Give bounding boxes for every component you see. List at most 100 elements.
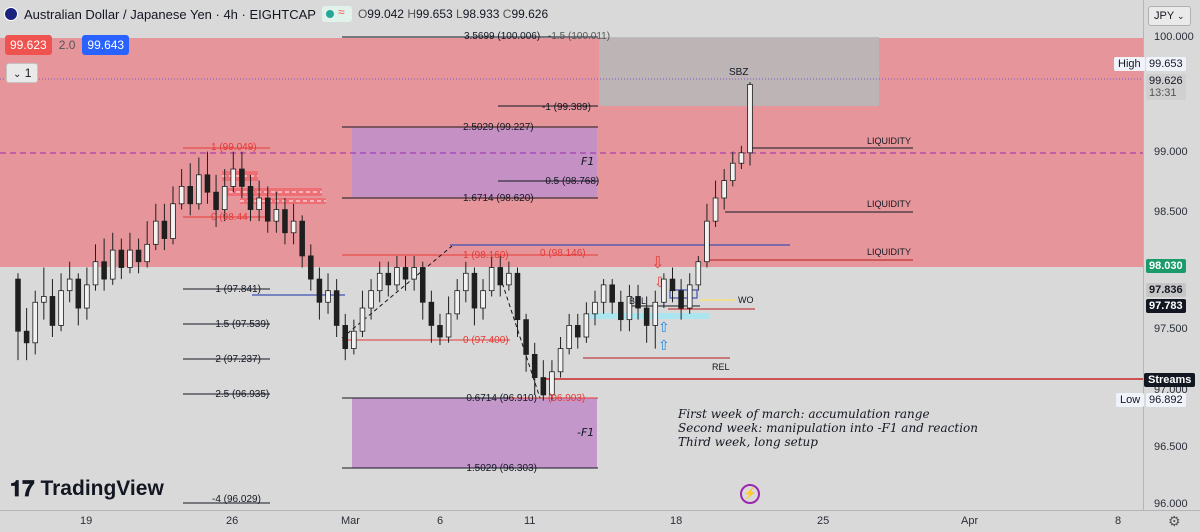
- lightning-icon[interactable]: ⚡: [740, 484, 760, 504]
- collapse-indicators-button[interactable]: ⌄ 1: [6, 63, 39, 83]
- candle-body: [273, 209, 280, 222]
- candle-body: [316, 278, 323, 303]
- fib-label-d: 2.5029 (99.227): [463, 122, 534, 133]
- y-tick: 98.500: [1154, 206, 1188, 218]
- chart-plot-area[interactable]: ⇩ ⇩ ⇧ ⇧ 3.5699 (100.006) -1.5 (100.011) …: [0, 0, 1143, 510]
- rel-label: REL: [712, 362, 730, 372]
- candle-body: [394, 267, 400, 286]
- brand-text: TradingView: [40, 477, 164, 500]
- fib-label-g: 1 (98.160): [463, 250, 509, 261]
- imbalance-box: [590, 313, 710, 319]
- high-price-tag: 99.653: [1146, 57, 1186, 71]
- sbz-label: SBZ: [729, 67, 748, 78]
- candle-body: [15, 278, 21, 332]
- liquidity-label-2: LIQUIDITY: [867, 199, 911, 209]
- candle-body: [359, 307, 366, 332]
- candle-body: [411, 267, 417, 280]
- candle-body: [583, 313, 590, 338]
- chevron-down-icon: ⌄: [1177, 11, 1185, 21]
- buy-button[interactable]: 99.643: [82, 35, 130, 55]
- note-line-3: Third week, long setup: [678, 435, 818, 449]
- candle-body: [463, 272, 469, 292]
- fib-label-l: -1.5 (97.539): [212, 319, 269, 330]
- x-tick: 18: [670, 515, 683, 527]
- note-line-2: Second week: manipulation into -F1 and r…: [678, 421, 978, 435]
- fib-label-m: -2 (97.237): [212, 354, 261, 365]
- chart-notes[interactable]: First week of march: accumulation range …: [678, 407, 978, 449]
- fib-label-j: 0 (98.44: [211, 212, 248, 223]
- neg-f1-label: -F1: [577, 426, 594, 439]
- candle-body: [247, 186, 254, 210]
- gray-level-tag: 97.836: [1146, 283, 1186, 297]
- candle-body: [49, 296, 56, 326]
- candle-body: [609, 284, 615, 303]
- candle-body: [58, 290, 64, 326]
- candle-body: [376, 272, 383, 292]
- gear-icon[interactable]: ⚙: [1168, 513, 1181, 529]
- candle-body: [549, 371, 555, 396]
- candle-body: [325, 290, 331, 303]
- candle-body: [592, 301, 598, 315]
- candle-body: [419, 267, 426, 303]
- candle-body: [540, 377, 547, 396]
- neg-f1-box: [352, 398, 597, 468]
- fib-label-k: -1 (97.841): [212, 284, 261, 295]
- candle-body: [626, 296, 633, 321]
- sell-button[interactable]: 99.623: [5, 35, 52, 55]
- candle-body: [41, 296, 47, 303]
- candle-body: [669, 278, 676, 292]
- candle-body: [514, 272, 521, 321]
- candle-body: [531, 353, 538, 378]
- candle-body: [204, 174, 211, 193]
- candle-body: [92, 261, 99, 286]
- x-tick: 6: [437, 515, 444, 527]
- arrow-down-icon: ⇩: [651, 253, 664, 272]
- candle-body: [721, 180, 727, 199]
- fib-label-s: -4 (96.029): [212, 494, 261, 505]
- candle-body: [437, 325, 443, 338]
- ohlc-values: O99.042 H99.653 L98.933 C99.626: [357, 7, 549, 21]
- candle-body: [23, 330, 30, 344]
- candle-body: [506, 272, 512, 286]
- symbol-title[interactable]: Australian Dollar / Japanese Yen · 4h · …: [24, 6, 316, 22]
- high-label: High: [1114, 57, 1145, 71]
- candle-body: [239, 168, 245, 187]
- indicator-dot-icon[interactable]: ≈: [321, 5, 352, 22]
- low-price-tag: 96.892: [1146, 393, 1186, 407]
- candle-body: [445, 313, 452, 338]
- candle-body: [747, 84, 753, 154]
- candle-body: [161, 220, 168, 239]
- y-tick: 96.000: [1154, 498, 1188, 510]
- candle-body: [342, 325, 349, 349]
- bar-countdown: 13:31: [1149, 87, 1177, 99]
- candle-body: [704, 220, 710, 263]
- x-tick: Apr: [961, 515, 979, 527]
- quote-row: 99.623 2.0 99.643: [5, 35, 130, 55]
- price-axis[interactable]: JPY ⌄ 100.000 99.000 98.500 97.500 97.00…: [1143, 0, 1200, 510]
- candle-body: [101, 261, 107, 280]
- currency-dropdown[interactable]: JPY ⌄: [1148, 6, 1191, 26]
- fib-label-b: -1.5 (100.011): [548, 31, 610, 42]
- candle-body: [213, 191, 219, 210]
- candle-body: [75, 278, 82, 309]
- low-label: Low: [1116, 393, 1145, 407]
- candle-body: [144, 243, 150, 263]
- candle-body: [256, 197, 262, 210]
- candle-body: [299, 220, 305, 257]
- candle-body: [695, 261, 702, 286]
- x-tick: 19: [80, 515, 93, 527]
- candle-body: [187, 186, 194, 205]
- fib-label-r: -1.5029 (96.303): [463, 463, 537, 474]
- candle-body: [66, 278, 73, 292]
- x-tick: 11: [524, 515, 536, 527]
- time-axis[interactable]: 19 26 Mar 6 11 18 25 Apr 8 ⚙: [0, 510, 1200, 532]
- liquidity-label-1: LIQUIDITY: [867, 136, 911, 146]
- candle-body: [488, 267, 495, 292]
- candle-body: [738, 152, 745, 164]
- chart-canvas[interactable]: ⇩ ⇩ ⇧ ⇧ 3.5699 (100.006) -1.5 (100.011) …: [0, 0, 1143, 510]
- candle-body: [351, 330, 357, 349]
- candle-body: [652, 301, 659, 326]
- candle-body: [282, 209, 288, 234]
- candle-body: [118, 249, 125, 268]
- candle-body: [600, 284, 607, 303]
